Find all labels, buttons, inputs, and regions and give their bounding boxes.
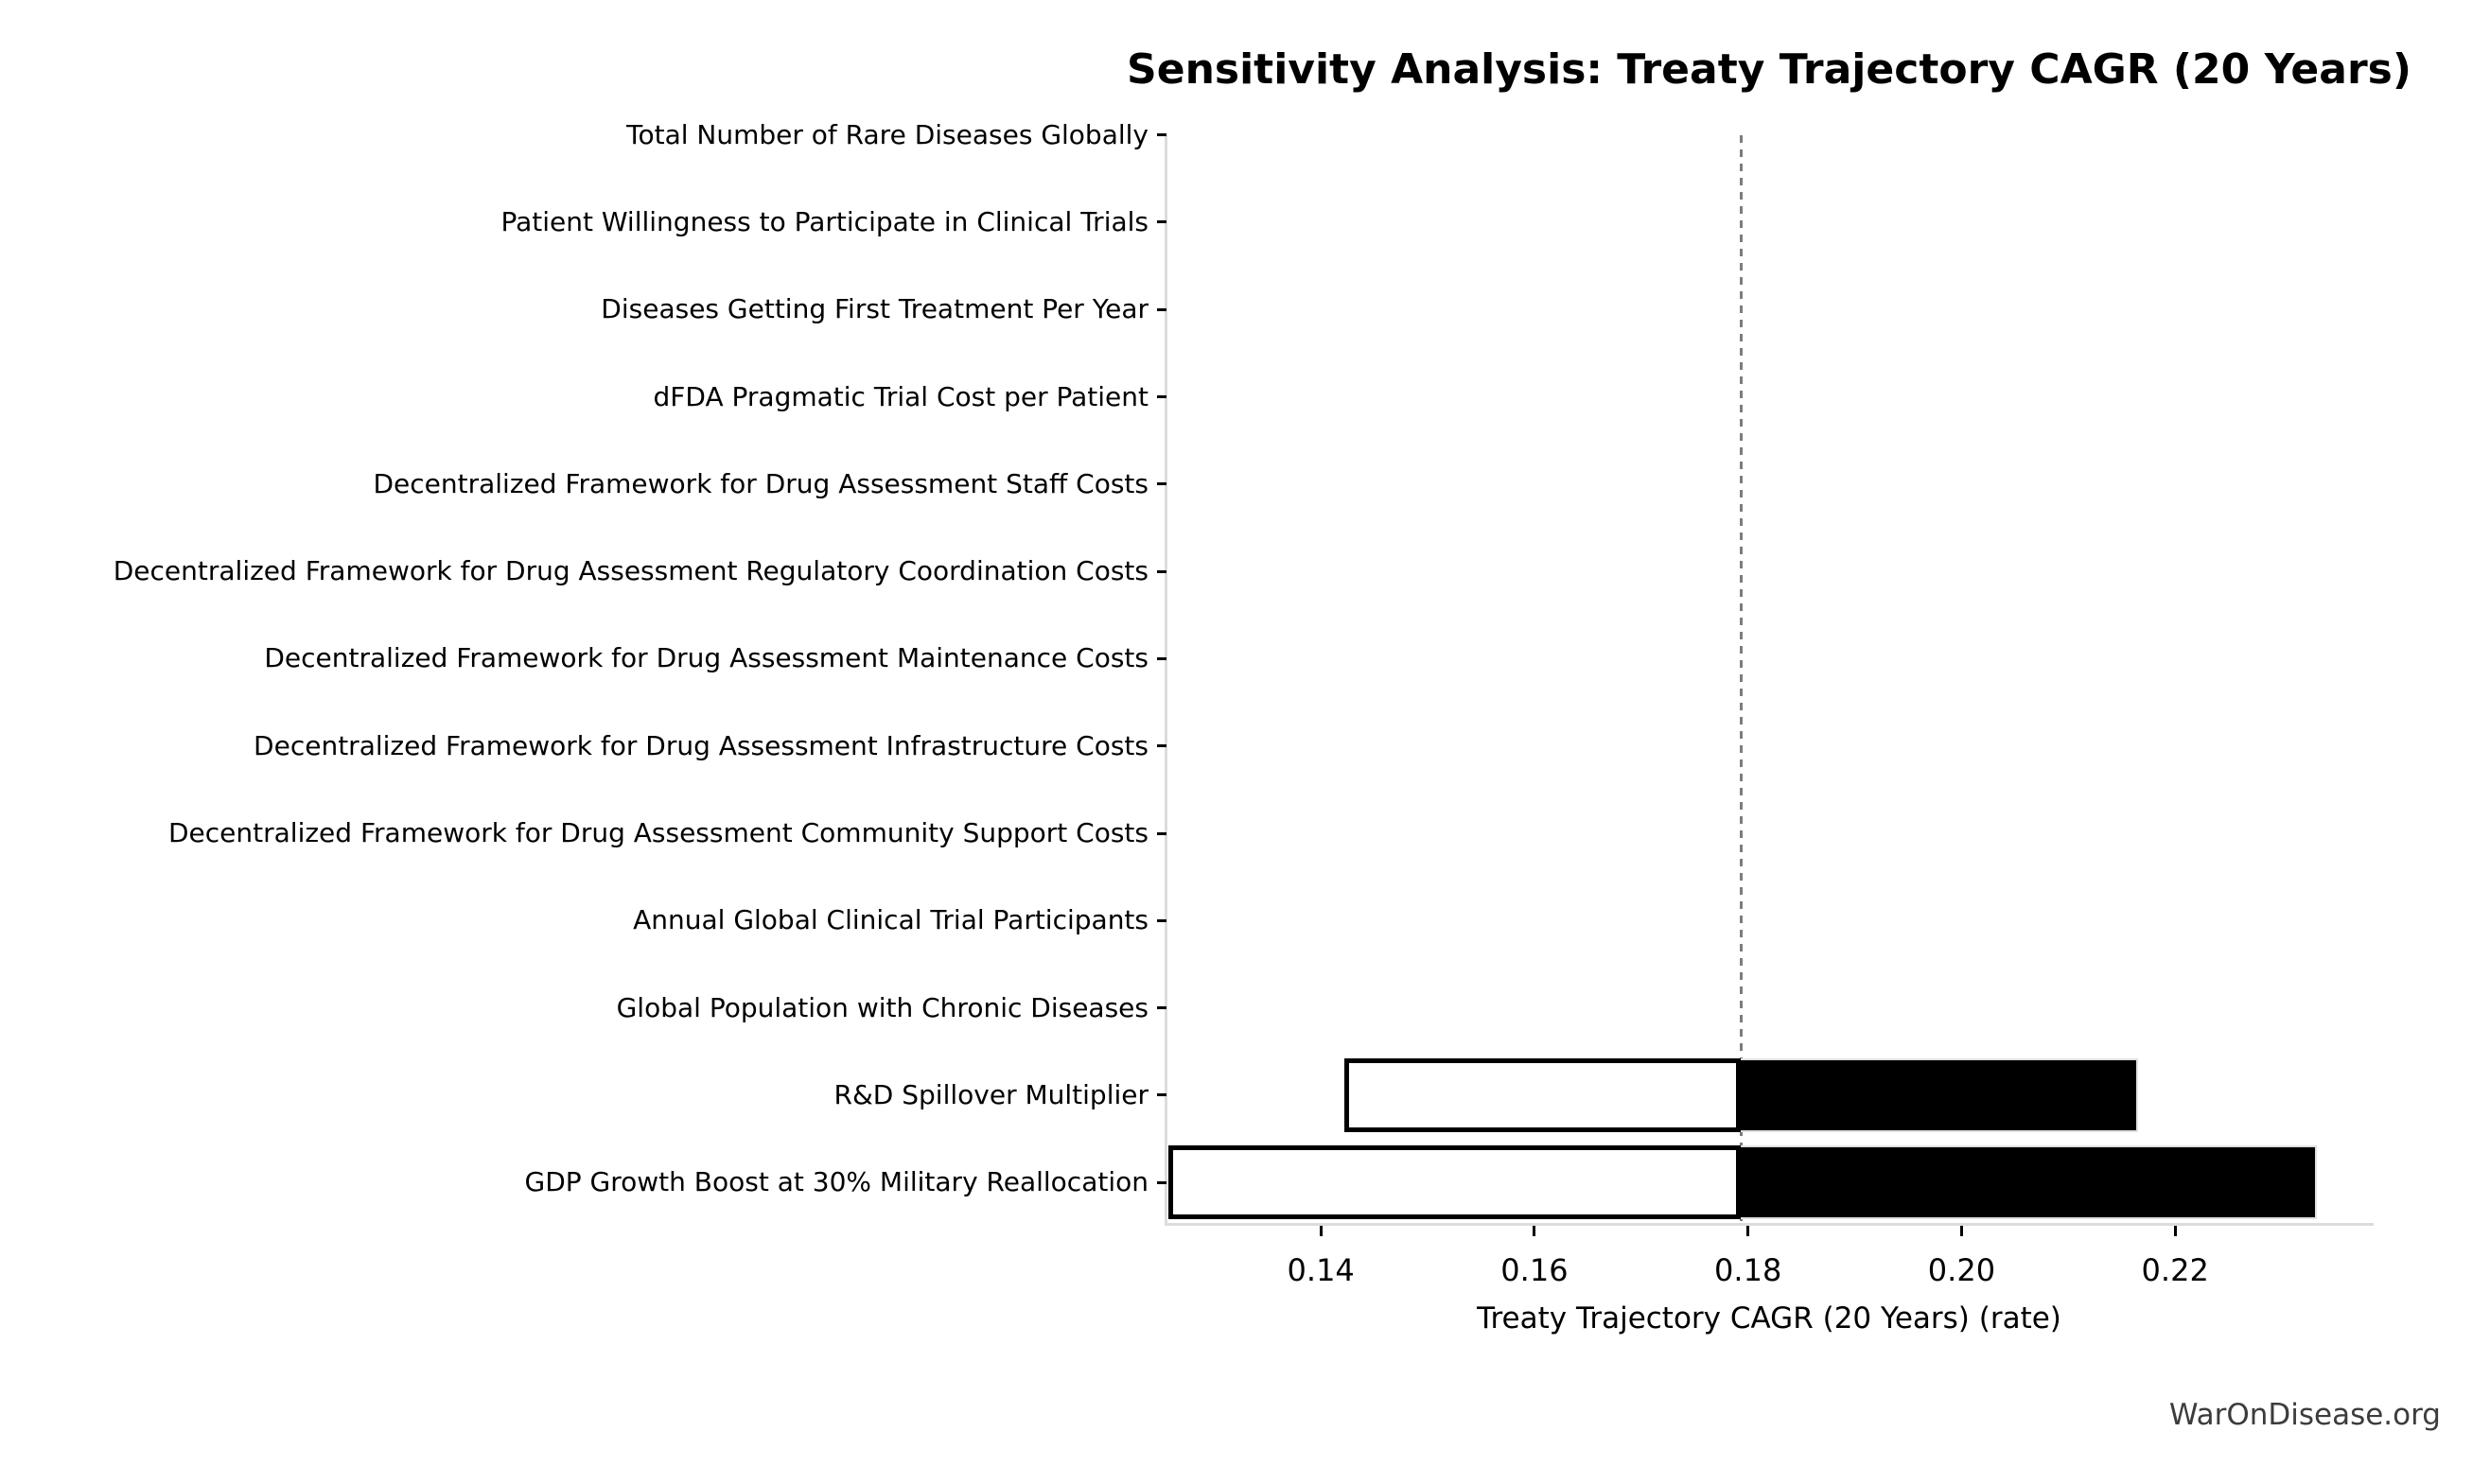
x-tick-mark xyxy=(1319,1226,1323,1236)
x-axis-spine xyxy=(1165,1223,2374,1226)
tornado-bar-low xyxy=(1167,1145,1741,1220)
tornado-bar-high xyxy=(1740,1145,2318,1220)
y-axis-label: Decentralized Framework for Drug Assessm… xyxy=(168,817,1149,848)
y-tick-mark xyxy=(1157,220,1166,224)
y-axis-label: Total Number of Rare Diseases Globally xyxy=(626,118,1149,150)
x-tick-label: 0.14 xyxy=(1287,1252,1355,1288)
tornado-bar-low xyxy=(1344,1057,1741,1132)
x-tick-label: 0.20 xyxy=(1927,1252,1996,1288)
y-axis-label: Decentralized Framework for Drug Assessm… xyxy=(113,555,1149,587)
baseline-dashed-line xyxy=(1740,135,1743,1224)
y-axis-label: R&D Spillover Multiplier xyxy=(833,1078,1149,1110)
y-axis-label: GDP Growth Boost at 30% Military Realloc… xyxy=(524,1166,1149,1198)
y-tick-mark xyxy=(1157,395,1166,398)
y-tick-mark xyxy=(1157,1180,1166,1184)
x-tick-mark xyxy=(1959,1226,1963,1236)
x-axis-title: Treaty Trajectory CAGR (20 Years) (rate) xyxy=(1477,1301,2061,1336)
y-tick-mark xyxy=(1157,1093,1166,1097)
x-tick-label: 0.22 xyxy=(2141,1252,2209,1288)
y-axis-spine xyxy=(1165,135,1167,1226)
y-tick-mark xyxy=(1157,133,1166,137)
x-tick-mark xyxy=(1746,1226,1750,1236)
y-tick-mark xyxy=(1157,1006,1166,1010)
x-tick-mark xyxy=(2173,1226,2177,1236)
y-axis-label: dFDA Pragmatic Trial Cost per Patient xyxy=(653,380,1149,412)
watermark-text: WarOnDisease.org xyxy=(2168,1398,2441,1432)
y-axis-label: Decentralized Framework for Drug Assessm… xyxy=(264,642,1149,674)
y-axis-label: Decentralized Framework for Drug Assessm… xyxy=(254,729,1149,761)
y-axis-label: Diseases Getting First Treatment Per Yea… xyxy=(601,293,1149,325)
y-axis-label: Patient Willingness to Participate in Cl… xyxy=(500,205,1149,237)
y-tick-mark xyxy=(1157,307,1166,311)
tornado-bar-high xyxy=(1740,1057,2138,1132)
y-tick-mark xyxy=(1157,569,1166,573)
chart-title: Sensitivity Analysis: Treaty Trajectory … xyxy=(1127,45,2411,94)
y-tick-mark xyxy=(1157,744,1166,748)
x-tick-label: 0.16 xyxy=(1500,1252,1569,1288)
y-axis-label: Decentralized Framework for Drug Assessm… xyxy=(373,467,1149,499)
y-axis-label: Global Population with Chronic Diseases xyxy=(616,991,1149,1023)
x-tick-label: 0.18 xyxy=(1714,1252,1782,1288)
y-tick-mark xyxy=(1157,482,1166,486)
y-axis-label: Annual Global Clinical Trial Participant… xyxy=(633,904,1149,936)
y-tick-mark xyxy=(1157,831,1166,835)
y-tick-mark xyxy=(1157,656,1166,660)
y-tick-mark xyxy=(1157,918,1166,922)
x-tick-mark xyxy=(1533,1226,1536,1236)
